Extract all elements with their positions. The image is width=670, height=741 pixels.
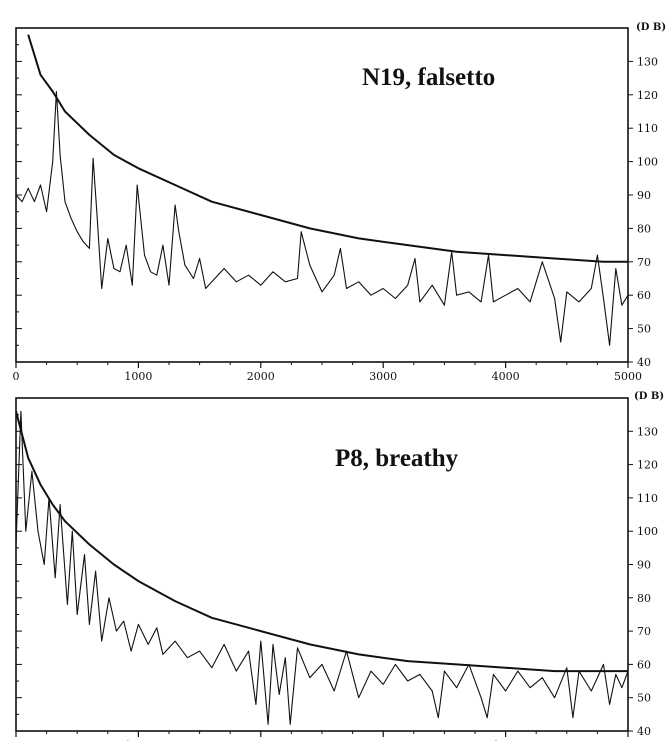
x-tick-label: 4000 (492, 370, 520, 383)
y-tick-label: 50 (637, 323, 651, 336)
x-tick-label: 1000 (124, 370, 152, 383)
y-tick-label: 40 (637, 725, 651, 738)
y-tick-label: 120 (637, 459, 658, 472)
y-tick-label: 80 (637, 222, 651, 235)
y-tick-label: 70 (637, 256, 651, 269)
y-tick-label: 90 (637, 559, 651, 572)
y-tick-label: 50 (637, 692, 651, 705)
spectrum-panel-1: 40 50 60 70 80 90 100 110 120 130 0 1000 2000 3000 400… (13, 22, 667, 383)
y-tick-label: 120 (637, 89, 658, 102)
x-tick-label: 3000 (369, 370, 397, 383)
y-tick-label: 100 (637, 156, 658, 169)
y-unit-label: (D B) (634, 391, 664, 402)
y-tick-label: 110 (637, 122, 658, 135)
panel-title: P8, breathy (335, 445, 459, 472)
y-tick-label: 60 (637, 658, 651, 671)
x-tick-label: 0 (13, 370, 20, 383)
x-tick-label: 5000 (614, 370, 642, 383)
y-unit-label: (D B) (636, 22, 666, 33)
plot-frame (16, 28, 628, 362)
spectrum-panel-2: 4050607080901001101201300100020003000400… (13, 391, 665, 741)
x-tick-label: 2000 (247, 370, 275, 383)
y-tick-label: 60 (637, 289, 651, 302)
plot-frame (16, 398, 628, 731)
envelope-curve (28, 35, 628, 262)
y-tick-label: 40 (637, 356, 651, 369)
y-tick-label: 100 (637, 525, 658, 538)
y-tick-label: 110 (637, 492, 658, 505)
envelope-curve (16, 411, 628, 671)
spectrum-line (16, 92, 628, 346)
y-tick-label: 130 (637, 55, 658, 68)
spectrum-line (16, 411, 628, 724)
panel-title: N19, falsetto (362, 64, 495, 91)
y-tick-label: 70 (637, 625, 651, 638)
y-tick-label: 80 (637, 592, 651, 605)
y-tick-label: 130 (637, 425, 658, 438)
y-tick-label: 90 (637, 189, 651, 202)
